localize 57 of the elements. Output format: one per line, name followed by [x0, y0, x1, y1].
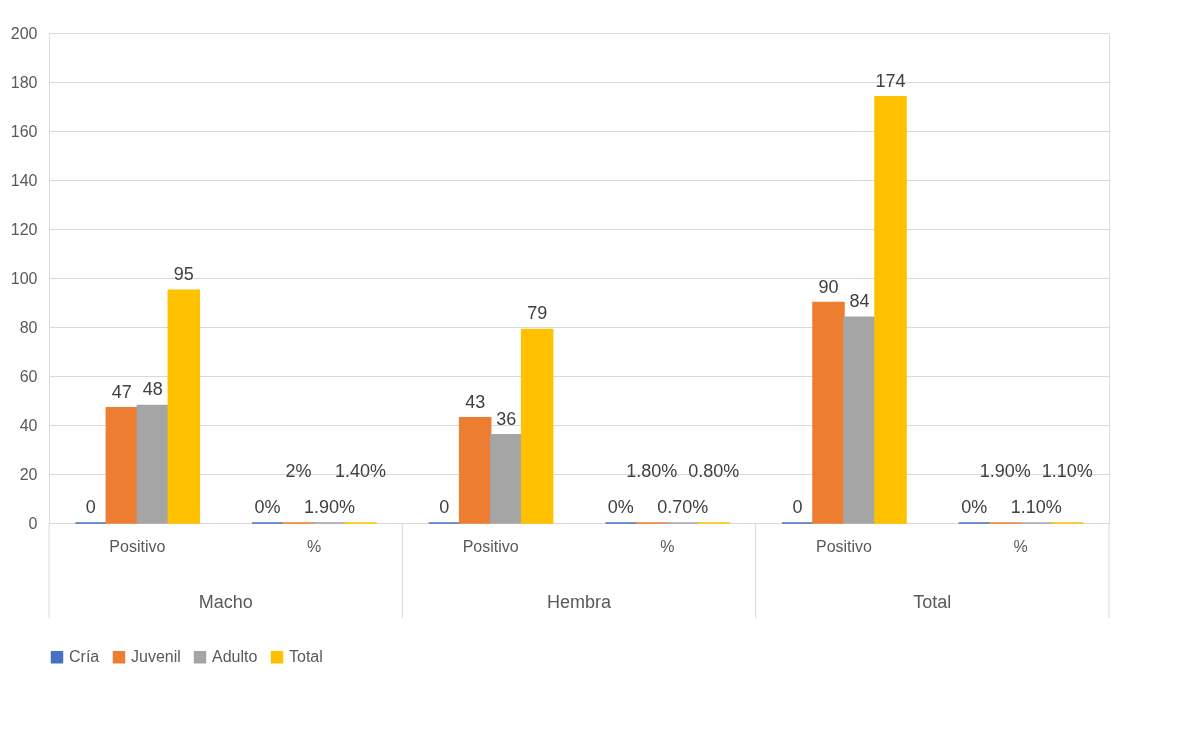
x-tick-label: %: [1013, 537, 1028, 555]
y-tick-label: 120: [10, 220, 38, 238]
y-tick-label: 140: [10, 171, 38, 189]
data-label: 90: [818, 276, 839, 297]
bar: [489, 434, 523, 524]
bar: [874, 95, 907, 524]
data-label: 0%: [607, 497, 634, 517]
x-tick-label: %: [660, 537, 675, 555]
bar: [458, 416, 492, 524]
text: Hembra: [546, 592, 612, 612]
bar: [843, 316, 876, 524]
data-label: 43: [465, 391, 486, 412]
bar: [105, 407, 139, 524]
text: Macho: [198, 592, 253, 612]
data-label: 2%: [285, 460, 312, 481]
data-label: 84: [849, 291, 870, 312]
legend-label: Cría: [69, 648, 100, 666]
data-label: 79: [527, 303, 548, 324]
x-tick-label: %: [306, 537, 322, 555]
x-tick-label: Positivo: [462, 537, 519, 555]
y-tick-label: 180: [10, 73, 38, 91]
data-label: 1.10%: [1010, 496, 1062, 517]
bar: [136, 404, 170, 524]
data-label: 1.40%: [334, 460, 387, 481]
y-tick-label: 80: [19, 318, 38, 336]
y-tick-label: 160: [10, 122, 38, 140]
text: Total: [913, 592, 952, 612]
data-label: 47: [111, 381, 132, 402]
data-label: 1.90%: [979, 460, 1031, 481]
legend-label: Adulto: [212, 648, 258, 666]
data-label: 0.80%: [688, 460, 740, 481]
y-tick-label: 20: [19, 465, 38, 483]
y-tick-label: 200: [10, 24, 38, 42]
data-label: 0%: [254, 497, 281, 517]
data-label: 1.80%: [626, 460, 678, 481]
data-label: 1.10%: [1041, 460, 1093, 481]
data-label: 48: [142, 379, 163, 400]
legend-label: Total: [289, 648, 323, 666]
y-tick-label: 100: [10, 269, 38, 287]
bar: [812, 301, 845, 524]
data-label: 0: [439, 497, 450, 517]
data-label: 0%: [961, 497, 988, 517]
data-label: 0: [792, 497, 803, 517]
data-label: 0: [85, 497, 96, 517]
data-label: 174: [875, 70, 906, 91]
x-tick-label: Positivo: [109, 537, 166, 555]
legend-label: Juvenil: [131, 648, 181, 666]
data-label: 36: [496, 408, 517, 429]
data-label: 0.70%: [657, 496, 709, 517]
y-tick-label: 60: [19, 367, 38, 385]
bar: [167, 289, 201, 524]
y-tick-label: 0: [28, 514, 38, 532]
data-label: 95: [173, 264, 194, 285]
x-tick-label: Positivo: [815, 537, 873, 555]
data-label: 1.90%: [303, 496, 356, 517]
bar: [520, 328, 554, 524]
y-tick-label: 40: [19, 416, 38, 434]
